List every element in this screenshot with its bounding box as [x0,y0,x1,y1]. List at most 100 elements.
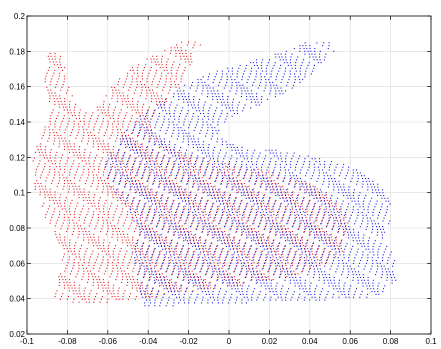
point [59,76,60,77]
point [155,237,156,238]
point [321,228,322,229]
point [122,141,123,142]
point [140,186,141,187]
point [278,158,279,159]
point [90,290,91,291]
point [172,271,173,272]
point [116,155,117,156]
point [207,218,208,219]
point [251,93,252,94]
point [241,161,242,162]
point [189,203,190,204]
point [60,101,61,102]
point [81,279,82,280]
point [98,183,99,184]
point [187,172,188,173]
point [166,218,167,219]
point [166,78,167,79]
point [157,163,158,164]
point [74,211,75,212]
point [163,181,164,182]
point [143,206,144,207]
point [204,217,205,218]
point [200,79,201,80]
point [122,231,123,232]
point [130,141,131,142]
point [213,229,214,230]
point [120,214,121,215]
point [233,249,234,250]
point [209,73,210,74]
point [287,259,288,260]
point [268,276,269,277]
point [246,274,247,275]
point [272,82,273,83]
point [135,260,136,261]
point [235,268,236,269]
point [105,112,106,113]
point [311,265,312,266]
point [150,70,151,71]
point [64,109,65,110]
point [184,198,185,199]
point [73,160,74,161]
point [212,223,213,224]
point [46,177,47,178]
point [55,53,56,54]
point [219,220,220,221]
point [270,263,271,264]
point [203,121,204,122]
point [321,262,322,263]
point [226,178,227,179]
point [259,223,260,224]
point [132,115,133,116]
point [270,229,271,230]
point [193,215,194,216]
point [151,259,152,260]
point [72,302,73,303]
point [168,92,169,93]
point [101,124,102,125]
point [204,243,205,244]
point [83,273,84,274]
point [256,212,257,213]
point [273,245,274,246]
point [64,285,65,286]
point [172,76,173,77]
point [49,59,50,60]
point [268,218,269,219]
point [130,206,131,207]
point [174,249,175,250]
point [255,218,256,219]
point [152,237,153,238]
point [118,296,119,297]
point [247,288,248,289]
point [209,226,210,227]
point [113,285,114,286]
point [200,201,201,202]
point [123,87,124,88]
point [122,208,123,209]
point [311,194,312,195]
point [121,132,122,133]
point [132,276,133,277]
point [94,160,95,161]
point [119,181,120,182]
point [64,183,65,184]
point [164,280,165,281]
point [207,127,208,128]
point [129,296,130,297]
point [154,198,155,199]
point [67,248,68,249]
point [241,218,242,219]
point [217,172,218,173]
point [237,88,238,89]
point [88,208,89,209]
point [310,268,311,269]
point [335,254,336,255]
point [142,183,143,184]
point [218,257,219,258]
point [196,144,197,145]
point [214,218,215,219]
point [200,147,201,148]
